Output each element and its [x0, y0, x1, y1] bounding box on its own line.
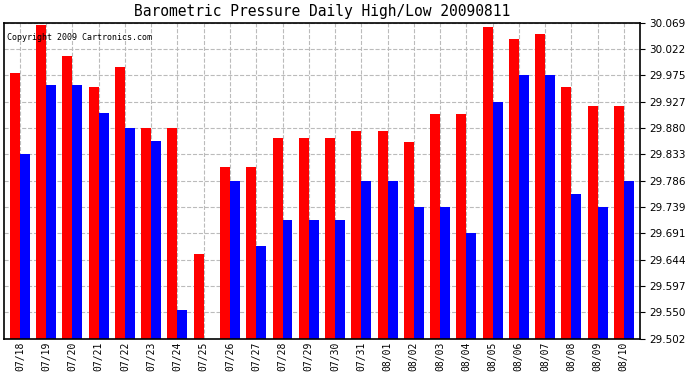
Bar: [168, 128, 177, 339]
Text: Copyright 2009 Cartronics.com: Copyright 2009 Cartronics.com: [8, 33, 152, 42]
Bar: [404, 142, 414, 339]
Bar: [282, 220, 293, 339]
Bar: [351, 131, 362, 339]
Bar: [562, 87, 571, 339]
Bar: [519, 75, 529, 339]
Bar: [125, 128, 135, 339]
Bar: [571, 194, 581, 339]
Bar: [177, 310, 188, 339]
Bar: [414, 207, 424, 339]
Bar: [545, 75, 555, 339]
Bar: [535, 34, 545, 339]
Bar: [299, 138, 308, 339]
Bar: [99, 113, 108, 339]
Bar: [493, 102, 502, 339]
Bar: [273, 138, 282, 339]
Bar: [377, 131, 388, 339]
Bar: [456, 114, 466, 339]
Bar: [509, 39, 519, 339]
Bar: [115, 67, 125, 339]
Bar: [72, 86, 82, 339]
Bar: [482, 27, 493, 339]
Bar: [246, 167, 256, 339]
Bar: [256, 246, 266, 339]
Bar: [141, 128, 151, 339]
Bar: [598, 207, 608, 339]
Title: Barometric Pressure Daily High/Low 20090811: Barometric Pressure Daily High/Low 20090…: [134, 4, 510, 19]
Bar: [362, 181, 371, 339]
Bar: [230, 181, 240, 339]
Bar: [10, 73, 20, 339]
Bar: [63, 56, 72, 339]
Bar: [36, 26, 46, 339]
Bar: [151, 141, 161, 339]
Bar: [89, 87, 99, 339]
Bar: [440, 207, 450, 339]
Bar: [614, 106, 624, 339]
Bar: [194, 254, 204, 339]
Bar: [46, 86, 56, 339]
Bar: [388, 181, 397, 339]
Bar: [308, 220, 319, 339]
Bar: [335, 220, 345, 339]
Bar: [430, 114, 440, 339]
Bar: [588, 106, 598, 339]
Bar: [325, 138, 335, 339]
Bar: [20, 154, 30, 339]
Bar: [220, 167, 230, 339]
Bar: [466, 233, 476, 339]
Bar: [624, 181, 634, 339]
